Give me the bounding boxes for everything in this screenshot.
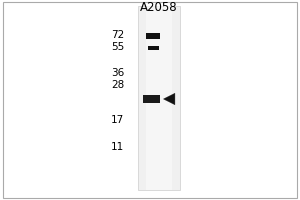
Text: 11: 11 bbox=[111, 142, 124, 152]
FancyBboxPatch shape bbox=[146, 33, 160, 39]
FancyBboxPatch shape bbox=[146, 6, 172, 190]
Text: 72: 72 bbox=[111, 30, 124, 40]
FancyBboxPatch shape bbox=[148, 46, 159, 50]
Text: 28: 28 bbox=[111, 80, 124, 90]
Text: 17: 17 bbox=[111, 115, 124, 125]
FancyBboxPatch shape bbox=[138, 6, 180, 190]
FancyBboxPatch shape bbox=[143, 95, 160, 103]
Polygon shape bbox=[164, 93, 175, 105]
Text: 55: 55 bbox=[111, 42, 124, 52]
Text: A2058: A2058 bbox=[140, 1, 178, 14]
Text: 36: 36 bbox=[111, 68, 124, 78]
